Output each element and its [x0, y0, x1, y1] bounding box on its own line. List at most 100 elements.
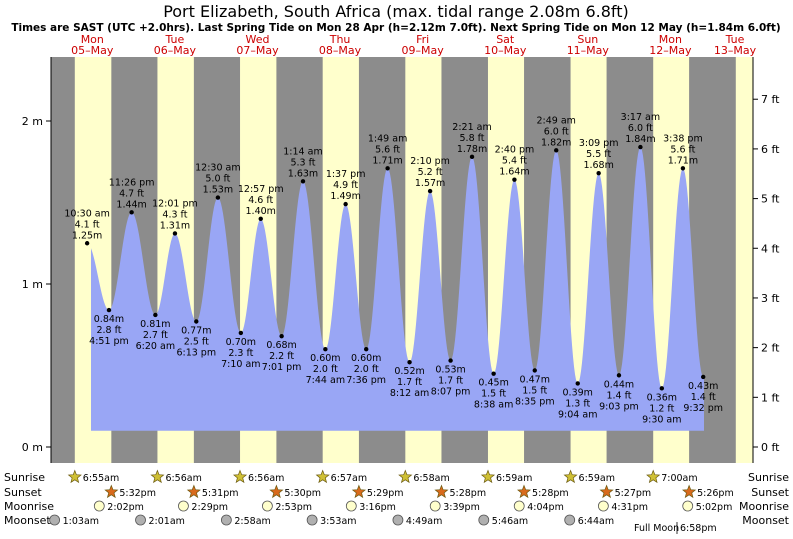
day-date: 09–May: [402, 44, 445, 57]
sunset-icon: [599, 484, 614, 499]
tide-point: [364, 347, 369, 352]
moonset-event: 4:49am: [392, 514, 442, 527]
tide-time: 9:03 pm: [599, 401, 639, 412]
sun-moon-rows: Sunrise Sunrise 6:55am 6:56am 6:56am 6:57am 6:…: [4, 469, 790, 527]
y-tick-label-ft: 6 ft: [761, 143, 780, 156]
tide-point: [238, 330, 244, 336]
tide-time: 2:40 pm: [495, 145, 535, 156]
sunrise-event: 6:56am: [233, 469, 284, 484]
tide-height-ft: 1.3 ft: [565, 398, 590, 409]
sunset-time: 5:28pm: [532, 488, 569, 499]
tide-time: 9:32 pm: [683, 403, 723, 414]
tide-height-m: 1.40m: [246, 206, 276, 217]
moonrise-time: 2:53pm: [275, 502, 312, 513]
high-tide-marker: 10:30 am4.1 ft1.25m: [64, 208, 110, 246]
day-of-week: Mon: [81, 33, 104, 46]
sunset-icon: [186, 484, 201, 499]
sunrise-icon: [398, 469, 413, 484]
moonrise-time: 3:39pm: [443, 502, 480, 513]
tide-height-ft: 2.0 ft: [313, 364, 338, 375]
y-tick-label-ft: 0 ft: [761, 441, 780, 454]
tide-height-ft: 1.5 ft: [481, 389, 506, 400]
tide-height-ft: 1.2 ft: [649, 403, 674, 414]
moonset-time: 2:01am: [149, 516, 185, 527]
y-tick-label-m: 1 m: [22, 278, 43, 291]
tide-point: [469, 154, 475, 160]
sunrise-event: 6:59am: [563, 469, 615, 484]
moonrise-event: 2:53pm: [261, 500, 312, 513]
sunrise-icon: [480, 469, 496, 484]
sunrise-event: 6:59am: [480, 469, 532, 484]
moonset-icon: [564, 514, 576, 526]
tide-point: [575, 381, 580, 386]
moonset-time: 1:03am: [63, 516, 99, 527]
tide-height-m: 0.81m: [140, 319, 170, 330]
moonset-time: 5:46am: [492, 516, 528, 527]
tide-height-m: 1.63m: [288, 168, 318, 179]
moonset-row-label-right: Moonset: [742, 514, 789, 527]
moonset-row-label-left: Moonset: [4, 514, 51, 527]
sunrise-time: 6:57am: [331, 473, 367, 484]
tide-height-m: 0.36m: [647, 392, 677, 403]
y-tick-label-ft: 1 ft: [761, 391, 780, 404]
tide-time: 3:09 pm: [579, 138, 619, 149]
tide-height-ft: 2.7 ft: [143, 330, 168, 341]
moonrise-icon: [682, 500, 694, 512]
sunset-row-label-left: Sunset: [4, 486, 42, 499]
sunrise-icon: [67, 469, 82, 484]
tide-point: [407, 360, 412, 365]
moonrise-time: 2:02pm: [107, 502, 144, 513]
tide-point: [427, 188, 433, 194]
moonrise-icon: [345, 500, 357, 512]
sunset-time: 5:26pm: [697, 488, 734, 499]
full-moon-label: Full Moon: [634, 523, 679, 534]
sunset-time: 5:30pm: [284, 488, 321, 499]
sunrise-time: 6:56am: [165, 473, 201, 484]
high-tide-marker: 2:40 pm5.4 ft1.64m: [495, 145, 535, 182]
day-date: 06–May: [154, 44, 197, 57]
tide-time: 3:17 am: [621, 112, 660, 123]
moonrise-icon: [178, 500, 189, 512]
tide-height-ft: 1.7 ft: [397, 377, 422, 388]
tide-time: 6:20 am: [136, 341, 175, 352]
day-date: 07–May: [236, 44, 279, 57]
high-tide-marker: 2:49 am6.0 ft1.82m: [537, 115, 576, 153]
tide-height-m: 1.25m: [72, 230, 102, 241]
tide-height-ft: 4.1 ft: [75, 219, 100, 230]
day-of-week: Tue: [725, 33, 745, 46]
sunset-event: 5:30pm: [269, 484, 321, 499]
sunset-event: 5:27pm: [599, 484, 651, 499]
tide-height-m: 1.49m: [330, 191, 360, 202]
sunrise-event: 7:00am: [646, 469, 698, 484]
tide-point: [701, 374, 706, 380]
high-tide-marker: 1:49 am5.6 ft1.71m: [368, 133, 407, 171]
tide-point: [638, 144, 643, 150]
sunrise-event: 6:58am: [398, 469, 450, 484]
tide-time: 9:30 am: [642, 414, 681, 425]
tide-height-ft: 2.3 ft: [228, 348, 253, 359]
tide-height-ft: 1.5 ft: [522, 385, 547, 396]
tide-time: 12:01 pm: [152, 198, 198, 209]
tide-time: 7:36 pm: [346, 375, 386, 386]
sunrise-icon: [315, 469, 330, 484]
tide-height-m: 0.68m: [266, 340, 296, 351]
tide-height-m: 0.77m: [181, 325, 211, 336]
tide-point: [153, 312, 158, 318]
day-date: 12–May: [649, 44, 692, 57]
y-tick-label-ft: 5 ft: [761, 193, 780, 206]
tide-height-m: 0.84m: [94, 314, 124, 325]
tide-time: 3:38 pm: [663, 133, 703, 144]
tide-time: 8:12 am: [390, 388, 429, 399]
moonrise-time: 2:29pm: [191, 502, 228, 513]
tide-time: 2:21 am: [452, 122, 491, 133]
high-tide-marker: 1:14 am5.3 ft1.63m: [283, 146, 323, 184]
full-moon-time: 6:58pm: [680, 523, 717, 534]
tide-height-m: 1.71m: [668, 155, 698, 166]
tide-height-ft: 5.0 ft: [205, 174, 230, 185]
tide-time: 8:35 pm: [515, 396, 555, 407]
